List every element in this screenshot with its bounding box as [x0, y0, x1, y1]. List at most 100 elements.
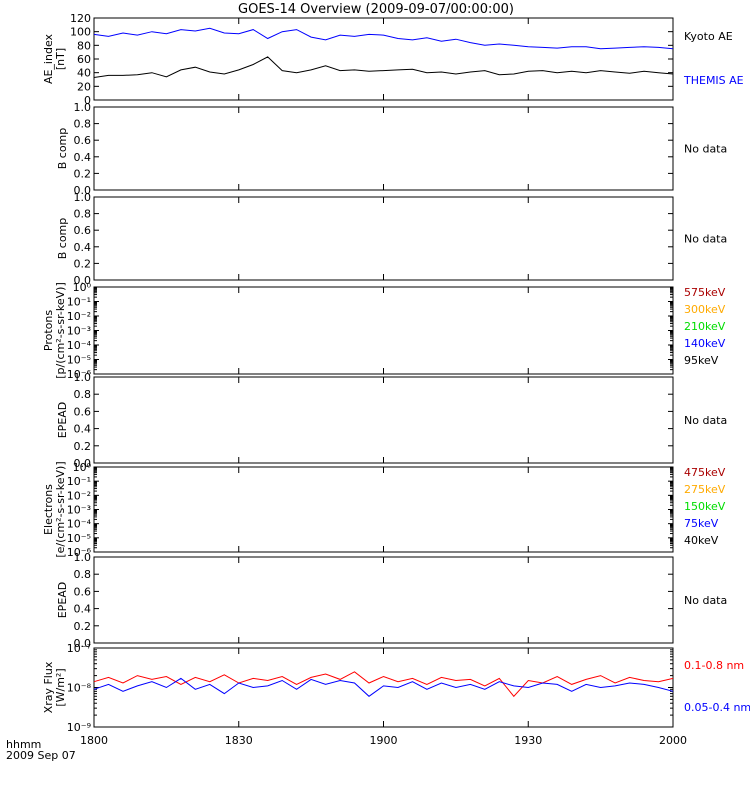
y-axis-unit: [p/(cm²-s-sr-keV)] — [54, 282, 67, 379]
panel-frame — [93, 556, 674, 644]
y-tick-label: 0.4 — [74, 423, 92, 436]
date-label: 2009 Sep 07 — [6, 749, 76, 762]
y-axis-unit: [e/(cm²-s-sr-keV)] — [54, 461, 67, 557]
legend-75kev: 75keV — [684, 517, 719, 530]
y-tick-label: 10⁻⁵ — [67, 532, 91, 545]
y-axis-label: AE_index — [42, 33, 55, 84]
y-tick-label: 10⁻⁸ — [67, 682, 92, 695]
y-axis-unit: [nT] — [54, 48, 67, 70]
panel-frame — [93, 466, 674, 553]
y-tick-label: 0.4 — [74, 241, 92, 254]
y-tick-label: 0.4 — [74, 151, 92, 164]
y-tick-label: 40 — [77, 67, 91, 80]
y-tick-label: 10⁻⁴ — [67, 518, 92, 531]
y-tick-label: 10⁰ — [73, 461, 92, 474]
x-tick-label: 1900 — [370, 734, 398, 747]
y-axis-unit: [W/m²] — [54, 668, 67, 706]
y-tick-label: 0.8 — [74, 208, 92, 221]
y-tick-label: 20 — [77, 80, 91, 93]
y-tick-label: 0.6 — [74, 224, 92, 237]
y-tick-label: 0.6 — [74, 585, 92, 598]
y-tick-label: 0.0 — [74, 457, 92, 470]
legend-300kev: 300keV — [684, 303, 726, 316]
y-tick-label: 1.0 — [74, 371, 92, 384]
y-tick-label: 1.0 — [74, 101, 92, 114]
legend-40kev: 40keV — [684, 534, 719, 547]
panel-xray: 10⁻⁹ 10⁻⁸ 10⁻⁷ 1800 1830 1900 1930 2000 Xray Flu… — [42, 642, 750, 747]
legend-150kev: 150keV — [684, 500, 726, 513]
legend-themis-ae: THEMIS AE — [683, 74, 744, 87]
panel-frame — [93, 647, 674, 728]
y-tick-label: 0.6 — [74, 134, 92, 147]
no-data-label: No data — [684, 414, 727, 427]
y-axis-label: B comp — [56, 218, 69, 260]
y-tick-label: 60 — [77, 53, 91, 66]
y-tick-label: 0.0 — [74, 184, 92, 197]
legend-140kev: 140keV — [684, 337, 726, 350]
y-tick-label: 10⁰ — [73, 281, 92, 294]
y-tick-label: 0.4 — [74, 603, 92, 616]
x-tick-label: 1930 — [514, 734, 542, 747]
panel-epead1: 0.0 0.2 0.4 0.6 0.8 1.0 EPEAD No data — [56, 371, 727, 470]
y-tick-label: 0 — [84, 94, 91, 107]
series-line-0-05-0-4-nm — [93, 677, 674, 697]
y-tick-label: 10⁻³ — [67, 504, 91, 517]
legend-575kev: 575keV — [684, 286, 726, 299]
y-tick-label: 10⁻² — [67, 489, 91, 502]
y-tick-label: 0.8 — [74, 388, 92, 401]
time-format-label: hhmm — [6, 738, 41, 751]
panel-frame — [93, 17, 674, 101]
series-line-themis-ae — [93, 27, 674, 50]
y-tick-label: 100 — [70, 26, 91, 39]
panel-frame — [93, 376, 674, 464]
y-tick-label: 10⁻² — [67, 310, 91, 323]
y-tick-label: 0.0 — [74, 637, 92, 650]
legend-95kev: 95keV — [684, 354, 719, 367]
panel-frame — [93, 196, 674, 281]
panel-protons: 10⁻⁶10⁻⁵ 10⁻⁴10⁻³ 10⁻²10⁻¹ 10⁰ Protons [p/(cm… — [42, 281, 726, 381]
legend-210kev: 210keV — [684, 320, 726, 333]
x-tick-label: 1800 — [80, 734, 108, 747]
y-tick-label: 10⁻³ — [67, 325, 91, 338]
y-tick-label: 10⁻⁶ — [67, 546, 92, 559]
figure-title: GOES-14 Overview (2009-09-07/00:00:00) — [238, 2, 514, 17]
panel-b1: 0.0 0.2 0.4 0.6 0.8 1.0 B comp No data — [56, 101, 727, 197]
y-tick-label: 1.0 — [74, 551, 92, 564]
y-tick-label: 10⁻¹ — [67, 475, 91, 488]
panel-epead2: 0.0 0.2 0.4 0.6 0.8 1.0 EPEAD No data — [56, 551, 727, 650]
no-data-label: No data — [684, 233, 727, 246]
y-tick-label: 0.2 — [74, 167, 92, 180]
series-line-kyoto-ae — [93, 56, 674, 78]
y-tick-label: 120 — [70, 12, 91, 25]
legend-275kev: 275keV — [684, 483, 726, 496]
x-tick-label: 1830 — [225, 734, 253, 747]
y-tick-label: 10⁻⁷ — [67, 642, 91, 655]
y-tick-label: 1.0 — [74, 191, 92, 204]
y-axis-label: Protons — [42, 310, 55, 351]
legend-0-05-0-4-nm: 0.05-0.4 nm — [684, 701, 750, 714]
y-axis-label: Electrons — [42, 484, 55, 535]
y-axis-label: Xray Flux — [42, 661, 55, 713]
y-tick-label: 0.2 — [74, 620, 92, 633]
panel-b2: 0.0 0.2 0.4 0.6 0.8 1.0 B comp No data — [56, 191, 727, 287]
y-tick-label: 10⁻⁹ — [67, 721, 91, 734]
y-tick-label: 80 — [77, 39, 91, 52]
y-tick-label: 10⁻⁶ — [67, 368, 92, 381]
panel-frame — [93, 106, 674, 191]
y-tick-label: 10⁻⁴ — [67, 339, 92, 352]
legend-475kev: 475keV — [684, 466, 726, 479]
legend-0-1-0-8-nm: 0.1-0.8 nm — [684, 659, 744, 672]
no-data-label: No data — [684, 594, 727, 607]
y-tick-label: 10⁻⁵ — [67, 354, 91, 367]
y-axis-label: EPEAD — [56, 582, 69, 619]
series-line-0-1-0-8-nm — [93, 671, 674, 698]
x-tick-label: 2000 — [659, 734, 687, 747]
y-tick-label: 0.8 — [74, 568, 92, 581]
y-tick-label: 0.8 — [74, 118, 92, 131]
y-tick-label: 0.2 — [74, 257, 92, 270]
y-tick-label: 0.0 — [74, 274, 92, 287]
